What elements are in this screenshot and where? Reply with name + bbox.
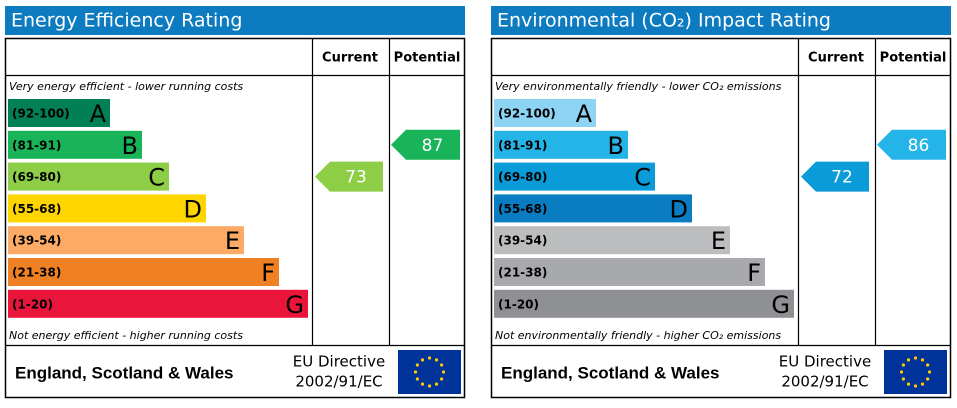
band-bar [494, 258, 765, 286]
eu-star [427, 356, 432, 360]
band-bar [8, 99, 110, 127]
band-letter: F [261, 259, 275, 287]
band-bar [494, 162, 655, 191]
band-letter: G [771, 291, 790, 319]
band-letter: B [122, 132, 138, 160]
eu-star [913, 384, 918, 388]
eu-star [415, 377, 419, 381]
eu-star [913, 356, 918, 360]
eu-star [440, 377, 444, 381]
region: England, Scotland & Wales [15, 363, 234, 382]
top-note: Very environmentally friendly - lower CO… [495, 80, 782, 93]
band-range: (1-20) [498, 297, 539, 311]
rating-arrow [391, 129, 460, 160]
band-range: (55-68) [498, 202, 547, 216]
directive-2: 2002/91/EC [781, 373, 868, 391]
band-range: (1-20) [12, 297, 53, 311]
band-letter: A [576, 100, 593, 128]
title-bar [491, 6, 951, 35]
band-letter: G [285, 291, 304, 319]
band-bar [8, 130, 142, 159]
band-bar [8, 226, 244, 255]
eu-star [420, 382, 425, 386]
eu-star [434, 358, 439, 362]
eu-star [427, 384, 432, 388]
band-bar [494, 99, 596, 127]
eu-star [415, 363, 419, 367]
header-current: Current [808, 51, 864, 66]
band-letter: B [608, 132, 624, 160]
band-letter: E [711, 227, 726, 255]
epc-panel: Energy Efficiency Rating Current Potential… [4, 6, 466, 399]
directive-1: EU Directive [293, 353, 385, 371]
band-range: (39-54) [498, 234, 547, 248]
header-potential: Potential [394, 51, 461, 66]
rating-value: 73 [345, 168, 367, 188]
band-range: (69-80) [12, 170, 61, 184]
epc-panel: Environmental (CO₂) Impact Rating Current… [490, 6, 952, 399]
band-letter: D [670, 195, 688, 223]
eu-star [920, 358, 925, 362]
eu-star [441, 370, 446, 374]
eu-star [906, 382, 911, 386]
directive-2: 2002/91/EC [295, 373, 382, 391]
band-range: (92-100) [12, 107, 70, 121]
eu-star [899, 370, 904, 374]
title-bar [5, 6, 465, 35]
band-range: (21-38) [498, 266, 547, 280]
band-letter: D [184, 195, 202, 223]
band-bar [494, 226, 730, 255]
bottom-note: Not environmentally friendly - higher CO… [495, 329, 781, 342]
bottom-note: Not energy efficient - higher running co… [9, 329, 243, 342]
top-note: Very energy efficient - lower running co… [9, 80, 243, 93]
eu-star [420, 358, 425, 362]
rating-arrow [315, 161, 383, 192]
eu-star [434, 382, 439, 386]
directive-1: EU Directive [779, 353, 871, 371]
region: England, Scotland & Wales [501, 363, 720, 382]
band-letter: C [148, 164, 165, 192]
rating-value: 72 [831, 168, 853, 188]
eu-star [901, 377, 905, 381]
band-letter: C [634, 164, 651, 192]
band-range: (21-38) [12, 266, 61, 280]
header-current: Current [322, 51, 378, 66]
panel-title: Environmental (CO₂) Impact Rating [497, 10, 831, 32]
band-bar [8, 289, 308, 318]
band-letter: E [225, 227, 240, 255]
band-bar [494, 194, 692, 223]
band-range: (92-100) [498, 107, 556, 121]
eu-star [901, 363, 905, 367]
eu-star [906, 358, 911, 362]
rating-value: 86 [908, 136, 930, 156]
band-range: (81-91) [12, 138, 61, 152]
band-range: (39-54) [12, 234, 61, 248]
band-range: (55-68) [12, 202, 61, 216]
band-bar [8, 258, 279, 286]
rating-arrow [801, 161, 869, 192]
band-letter: F [747, 259, 761, 287]
panel-title: Energy Efficiency Rating [11, 10, 242, 32]
band-bar [8, 194, 206, 223]
header-potential: Potential [880, 51, 947, 66]
eu-star [413, 370, 418, 374]
rating-arrow [877, 129, 946, 160]
eu-star [927, 370, 932, 374]
eu-star [920, 382, 925, 386]
eu-star [926, 377, 930, 381]
band-range: (81-91) [498, 138, 547, 152]
eu-star [440, 363, 444, 367]
band-letter: A [90, 100, 107, 128]
band-bar [494, 130, 628, 159]
eu-star [926, 363, 930, 367]
band-range: (69-80) [498, 170, 547, 184]
band-bar [8, 162, 169, 191]
rating-value: 87 [422, 136, 444, 156]
band-bar [494, 289, 794, 318]
